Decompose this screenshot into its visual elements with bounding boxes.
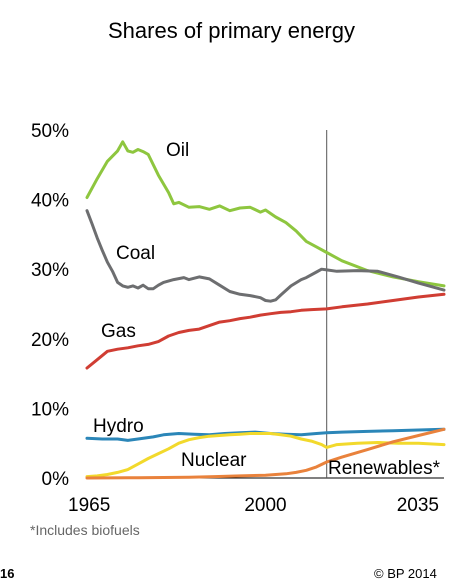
y-tick-label: 10% bbox=[31, 399, 69, 420]
series-label-renewables: Renewables* bbox=[328, 458, 441, 479]
y-tick-label: 50% bbox=[31, 121, 69, 142]
series-line-renewables bbox=[85, 427, 446, 480]
x-tick-label: 2000 bbox=[244, 495, 286, 516]
page-number: 16 bbox=[0, 566, 15, 581]
y-tick-label: 30% bbox=[31, 260, 69, 281]
series-line-nuclear bbox=[85, 432, 446, 479]
y-tick-label: 40% bbox=[31, 191, 69, 212]
series-label-coal: Coal bbox=[116, 243, 155, 264]
copyright: © BP 2014 bbox=[374, 566, 437, 581]
y-tick-label: 20% bbox=[31, 330, 69, 351]
series-label-oil: Oil bbox=[166, 140, 189, 161]
footnote: *Includes biofuels bbox=[30, 522, 140, 538]
chart-title: Shares of primary energy bbox=[108, 18, 355, 43]
series-label-nuclear: Nuclear bbox=[181, 450, 247, 471]
series-label-gas: Gas bbox=[101, 321, 136, 342]
series-line-oil bbox=[85, 140, 446, 288]
series-line-coal bbox=[85, 209, 446, 303]
series-line-gas bbox=[85, 292, 446, 370]
x-tick-label: 2035 bbox=[397, 495, 439, 516]
y-tick-label: 0% bbox=[42, 469, 70, 490]
x-tick-label: 1965 bbox=[68, 495, 110, 516]
series-label-hydro: Hydro bbox=[93, 416, 144, 437]
series-lines bbox=[85, 140, 446, 480]
series-labels: Oil Coal Gas Hydro Nuclear Renewables* bbox=[93, 140, 441, 479]
axes: 0% 10% 20% 30% 40% 50% 1965 2000 2035 bbox=[31, 121, 444, 516]
